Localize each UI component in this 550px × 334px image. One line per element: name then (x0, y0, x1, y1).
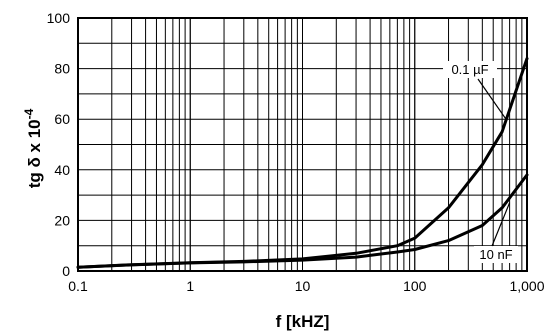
x-tick-label: 1,000 (509, 278, 544, 294)
y-axis-title-exponent: -4 (22, 108, 36, 119)
y-tick-label: 100 (47, 10, 71, 26)
grid (77, 17, 528, 272)
annotation-0-1-uf: 0.1 µF (451, 62, 488, 77)
y-axis-title: tg δ x 10-4 (22, 108, 44, 188)
annotation-bg (474, 246, 518, 263)
plot-frame (77, 17, 528, 272)
series-line-2 (76, 173, 529, 269)
x-tick-label: 100 (403, 278, 427, 294)
tick-labels: 0.1 1 10 100 1,000 0 20 40 60 80 100 (47, 10, 545, 294)
series-annotations: 0.1 µF 10 nF (443, 61, 518, 263)
y-tick-label: 0 (62, 263, 70, 279)
x-axis-title: f [kHZ] (276, 312, 330, 331)
y-axis-title-main: tg δ x 10 (25, 119, 44, 188)
y-tick-label: 60 (54, 111, 70, 127)
annotation-bg (443, 61, 497, 78)
series-lines (76, 57, 529, 269)
annotation-leader (491, 202, 511, 247)
y-tick-label: 40 (54, 162, 70, 178)
y-tick-label: 80 (54, 61, 70, 77)
annotation-leader (477, 78, 507, 120)
y-tick-label: 20 (54, 212, 70, 228)
x-tick-label: 0.1 (68, 278, 88, 294)
annotation-10-nf: 10 nF (479, 247, 512, 262)
x-tick-label: 1 (186, 278, 194, 294)
x-tick-label: 10 (295, 278, 311, 294)
